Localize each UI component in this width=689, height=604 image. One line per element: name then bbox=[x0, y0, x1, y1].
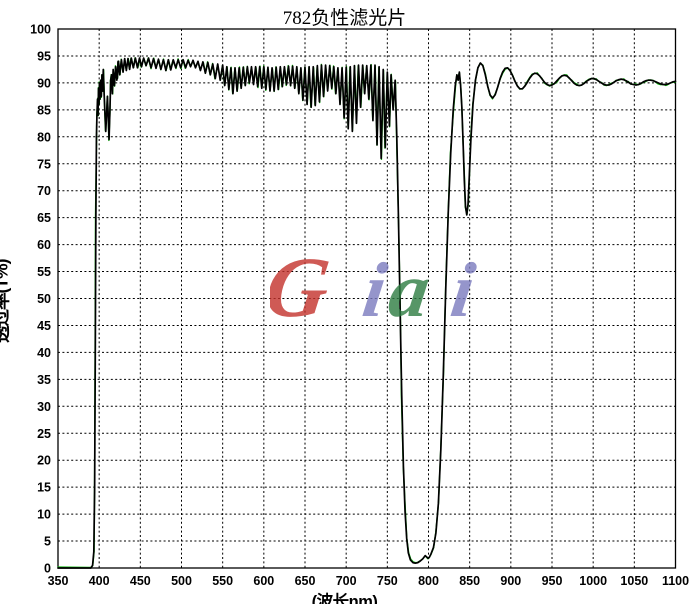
svg-text:15: 15 bbox=[37, 481, 51, 495]
svg-text:75: 75 bbox=[37, 157, 51, 171]
svg-text:60: 60 bbox=[37, 238, 51, 252]
svg-text:1000: 1000 bbox=[579, 574, 607, 588]
svg-text:35: 35 bbox=[37, 373, 51, 387]
svg-text:1100: 1100 bbox=[662, 574, 689, 588]
svg-text:700: 700 bbox=[336, 574, 357, 588]
svg-text:800: 800 bbox=[418, 574, 439, 588]
svg-text:450: 450 bbox=[130, 574, 151, 588]
svg-text:600: 600 bbox=[253, 574, 274, 588]
svg-text:550: 550 bbox=[212, 574, 233, 588]
svg-text:900: 900 bbox=[500, 574, 521, 588]
svg-text:950: 950 bbox=[542, 574, 563, 588]
svg-text:55: 55 bbox=[37, 265, 51, 279]
svg-text:10: 10 bbox=[37, 508, 51, 522]
svg-text:95: 95 bbox=[37, 49, 51, 63]
svg-text:350: 350 bbox=[48, 574, 69, 588]
svg-text:90: 90 bbox=[37, 76, 51, 90]
svg-text:20: 20 bbox=[37, 454, 51, 468]
svg-text:25: 25 bbox=[37, 427, 51, 441]
svg-text:650: 650 bbox=[295, 574, 316, 588]
svg-text:400: 400 bbox=[89, 574, 110, 588]
svg-text:100: 100 bbox=[30, 23, 51, 37]
svg-text:30: 30 bbox=[37, 400, 51, 414]
svg-text:80: 80 bbox=[37, 130, 51, 144]
svg-text:65: 65 bbox=[37, 211, 51, 225]
svg-text:5: 5 bbox=[44, 535, 51, 549]
svg-text:50: 50 bbox=[37, 292, 51, 306]
svg-text:850: 850 bbox=[459, 574, 480, 588]
svg-text:500: 500 bbox=[171, 574, 192, 588]
svg-text:85: 85 bbox=[37, 103, 51, 117]
svg-text:0: 0 bbox=[44, 562, 51, 576]
svg-text:750: 750 bbox=[377, 574, 398, 588]
svg-text:40: 40 bbox=[37, 346, 51, 360]
svg-text:45: 45 bbox=[37, 319, 51, 333]
svg-text:1050: 1050 bbox=[620, 574, 648, 588]
svg-text:70: 70 bbox=[37, 184, 51, 198]
